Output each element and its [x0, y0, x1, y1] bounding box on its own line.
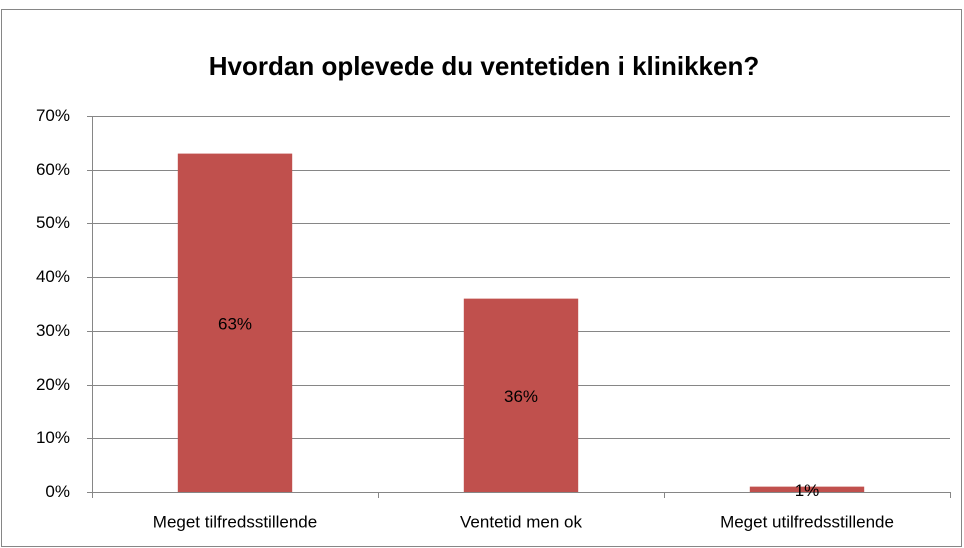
data-label: 1%	[795, 481, 820, 500]
chart-title: Hvordan oplevede du ventetiden i klinikk…	[209, 51, 759, 81]
y-tick-label: 70%	[36, 106, 70, 125]
bar	[177, 153, 293, 492]
y-tick-label: 30%	[36, 321, 70, 340]
data-label: 36%	[504, 387, 538, 406]
y-tick-label: 50%	[36, 213, 70, 232]
y-tick-label: 10%	[36, 428, 70, 447]
y-tick-label: 0%	[45, 482, 70, 501]
x-tick-label: Ventetid men ok	[460, 512, 582, 531]
bar	[463, 298, 579, 492]
y-tick-label: 20%	[36, 375, 70, 394]
y-tick-label: 60%	[36, 160, 70, 179]
y-tick-label: 40%	[36, 267, 70, 286]
data-label: 63%	[218, 314, 252, 333]
x-tick-label: Meget utilfredsstillende	[720, 512, 894, 531]
bar	[749, 486, 865, 492]
x-tick-label: Meget tilfredsstillende	[153, 512, 317, 531]
